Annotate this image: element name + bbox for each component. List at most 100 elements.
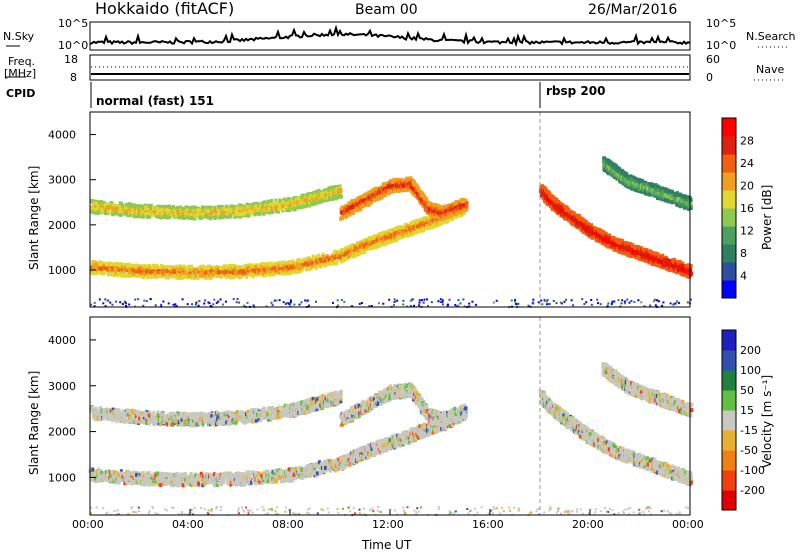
echo-cell [159, 208, 163, 213]
echo-cell [186, 215, 190, 220]
echo-cell [311, 260, 314, 265]
echo-cell [290, 269, 294, 274]
echo-cell [148, 264, 151, 269]
echo-cell [210, 268, 214, 273]
echo-cell [109, 262, 113, 266]
echo-cell [300, 259, 304, 264]
echo-cell [265, 265, 269, 270]
echo-cell [247, 266, 251, 271]
echo-cell [404, 222, 408, 227]
echo-cell [118, 213, 122, 217]
echo-cell [319, 264, 323, 269]
echo-cell [317, 253, 321, 258]
echo-cell [260, 265, 264, 269]
echo-cell [425, 225, 429, 230]
echo-cell [345, 251, 348, 256]
echo-cell [202, 205, 206, 210]
echo-cell [387, 228, 391, 233]
echo-cell [225, 204, 229, 209]
cpid-label: CPID [6, 87, 36, 100]
echo-cell [171, 205, 175, 210]
echo-cell [243, 269, 247, 274]
echo-cell [168, 214, 172, 219]
echo-cell [151, 210, 155, 215]
noise-panel-frame [89, 21, 691, 51]
echo-cell [275, 265, 279, 270]
echo-cell [281, 268, 285, 273]
echo-cell [426, 218, 430, 223]
echo-cell [92, 209, 96, 214]
echo-cell [100, 205, 103, 209]
echo-cell [205, 205, 209, 210]
echo-cell [202, 272, 206, 277]
echo-cell [160, 264, 164, 268]
echo-cell [287, 262, 291, 267]
echo-cell [189, 213, 193, 217]
echo-cell [181, 215, 184, 220]
echo-cell [221, 266, 225, 271]
echo-cell [200, 264, 204, 269]
echo-cell [282, 266, 285, 271]
echo-cell [177, 214, 181, 219]
echo-cell [216, 266, 220, 271]
echo-cell [149, 269, 152, 274]
echo-cell [113, 268, 116, 273]
echo-cell [121, 267, 124, 272]
echo-cell [98, 270, 102, 275]
echo-cell [165, 208, 169, 212]
echo-cell [180, 275, 184, 280]
echo-cell [181, 212, 185, 217]
echo-cell [170, 274, 174, 279]
echo-cell [335, 249, 339, 254]
echo-cell [206, 274, 210, 279]
echo-cell [147, 210, 151, 215]
echo-cell [131, 206, 135, 211]
echo-cell [239, 265, 243, 270]
echo-cell [191, 266, 195, 271]
echo-cell [102, 200, 106, 205]
echo-cell [151, 265, 155, 270]
echo-cell [282, 261, 286, 266]
echo-cell [320, 258, 324, 263]
echo-cell [420, 225, 424, 230]
echo-cell [163, 271, 167, 276]
nsearch-label: N.Search [746, 30, 796, 43]
echo-cell [262, 262, 266, 267]
echo-cell [124, 206, 127, 211]
echo-cell [159, 210, 163, 215]
echo-cell [218, 270, 222, 275]
echo-cell [288, 260, 292, 264]
echo-cell [129, 263, 133, 268]
echo-cell [188, 210, 192, 215]
cpid-mode-2: rbsp 200 [546, 84, 606, 98]
echo-cell [230, 275, 234, 279]
echo-cell [136, 273, 140, 278]
echo-cell [126, 262, 130, 267]
echo-cell [121, 205, 125, 210]
echo-cell [98, 260, 102, 265]
echo-cell [281, 263, 285, 268]
echo-cell [100, 200, 104, 205]
echo-cell [316, 260, 320, 265]
echo-cell [94, 203, 98, 208]
echo-cell [418, 223, 422, 228]
echo-cell [239, 274, 243, 279]
echo-cell [138, 209, 142, 214]
echo-cell [233, 266, 237, 271]
echo-cell [209, 205, 213, 210]
echo-cell [438, 221, 442, 226]
nave-label: Nave [756, 63, 785, 76]
echo-cell [375, 244, 379, 249]
freq-panel: 18 8 60 0 [6, 53, 786, 84]
echo-cell [106, 205, 110, 210]
echo-cell [276, 261, 280, 266]
echo-cell [95, 210, 98, 215]
echo-cell [127, 273, 131, 278]
echo-cell [234, 271, 238, 276]
echo-cell [97, 209, 101, 214]
echo-cell [435, 220, 439, 225]
echo-cell [114, 203, 118, 208]
echo-cell [161, 214, 165, 219]
echo-cell [164, 268, 168, 273]
